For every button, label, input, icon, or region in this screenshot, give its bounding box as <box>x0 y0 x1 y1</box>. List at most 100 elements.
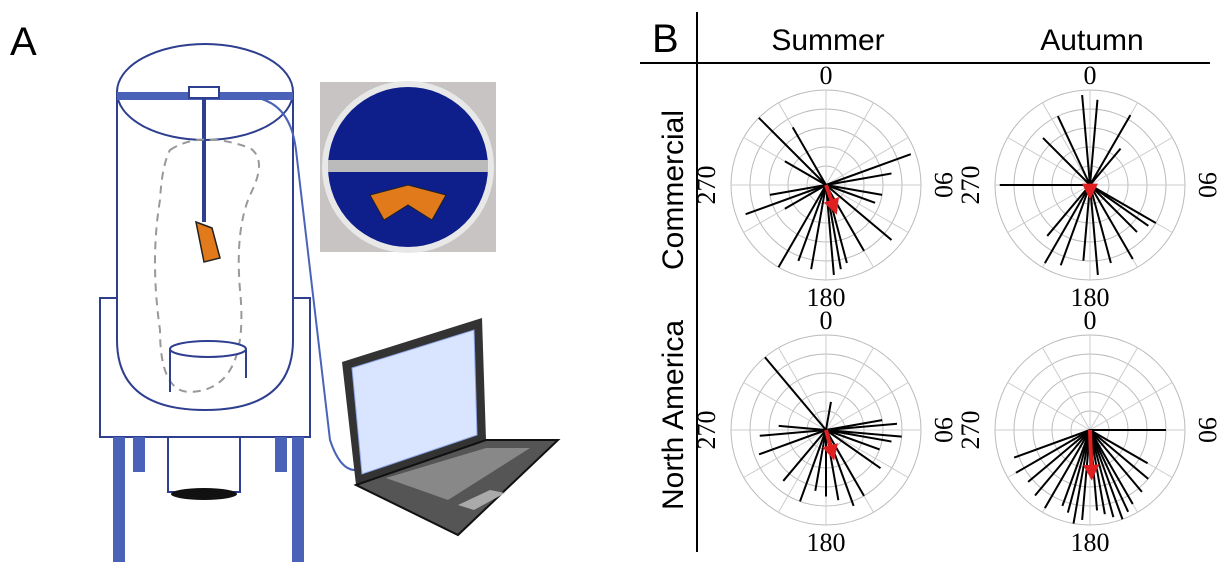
heading <box>1042 137 1091 186</box>
heading <box>1089 184 1099 275</box>
heading <box>1046 184 1091 237</box>
heading <box>825 429 865 497</box>
photo-bar <box>328 160 488 172</box>
heading <box>1089 429 1149 480</box>
heading <box>758 117 827 186</box>
polar-plot: 0 90 180 270 <box>692 306 958 557</box>
angle-label: 270 <box>692 411 721 450</box>
spoke <box>1042 347 1091 431</box>
butterfly <box>194 220 221 263</box>
sensor <box>188 86 220 99</box>
heading <box>825 184 865 252</box>
spoke <box>825 184 909 233</box>
spoke <box>1089 347 1138 431</box>
heading <box>799 429 827 502</box>
heading <box>825 429 882 469</box>
leg <box>133 437 145 472</box>
heading <box>1089 429 1124 520</box>
heading <box>764 356 827 431</box>
spoke <box>743 429 827 478</box>
heading <box>1056 115 1091 186</box>
heading <box>1015 429 1091 474</box>
spoke <box>743 382 827 431</box>
mean-vector <box>1083 429 1100 481</box>
polar-plot: 0 90 180 270 <box>956 306 1221 557</box>
heading <box>784 160 827 186</box>
heading <box>1044 429 1091 509</box>
column-label: Autumn <box>1040 24 1143 57</box>
cable <box>249 96 356 471</box>
spoke <box>825 137 909 186</box>
spoke <box>778 347 827 431</box>
heading <box>1089 429 1115 518</box>
heading <box>1089 184 1149 227</box>
angle-label: 90 <box>929 417 958 443</box>
spoke <box>825 429 909 478</box>
heading <box>1089 184 1157 224</box>
heading <box>825 184 893 241</box>
heading <box>825 429 902 438</box>
spoke <box>1007 137 1091 186</box>
heading <box>791 126 827 186</box>
heading <box>1061 429 1091 507</box>
heading <box>1013 429 1091 459</box>
angle-label: 270 <box>956 166 985 205</box>
heading <box>782 429 827 482</box>
heading <box>1089 429 1134 505</box>
fan <box>169 340 247 358</box>
flight-zone <box>154 138 260 394</box>
angle-label: 0 <box>820 61 833 90</box>
heading <box>825 422 898 431</box>
angle-label: 90 <box>929 172 958 198</box>
angle-label: 180 <box>1071 528 1110 557</box>
heading <box>825 184 876 204</box>
heading <box>1089 429 1143 493</box>
spoke <box>1089 382 1173 431</box>
heading <box>1027 429 1091 483</box>
angle-label: 0 <box>820 306 833 335</box>
spoke <box>778 429 827 513</box>
angle-label: 90 <box>1193 172 1221 198</box>
heading <box>1089 147 1122 186</box>
heading <box>777 184 827 268</box>
heading <box>1089 114 1132 186</box>
angle-label: 180 <box>807 528 846 557</box>
heading <box>1089 99 1099 186</box>
column-label: Summer <box>771 24 884 57</box>
touchpad <box>458 490 505 510</box>
angle-label: 0 <box>1084 61 1097 90</box>
laptop-display <box>351 329 478 475</box>
angle-label: 270 <box>692 166 721 205</box>
light-box <box>167 436 241 493</box>
spoke <box>1042 102 1091 186</box>
heading <box>758 429 827 456</box>
heading <box>745 184 827 216</box>
row-label: North America <box>657 320 690 510</box>
photo-butterfly <box>369 184 447 221</box>
spoke <box>825 347 874 431</box>
leg <box>275 437 287 472</box>
panel-label: A <box>10 20 37 64</box>
heading <box>769 184 827 196</box>
polar-plot: 0 90 180 270 <box>692 61 958 312</box>
spoke <box>1089 137 1173 186</box>
spoke <box>825 102 874 186</box>
heading <box>1072 429 1091 524</box>
heading <box>1066 429 1091 513</box>
heading <box>825 184 883 196</box>
angle-label: 0 <box>1084 306 1097 335</box>
heading <box>1034 429 1091 497</box>
angle-label: 270 <box>956 411 985 450</box>
mean-vector <box>823 184 839 215</box>
keyboard <box>386 448 530 500</box>
lamp <box>171 488 237 500</box>
heading <box>810 184 827 270</box>
spoke <box>825 382 909 431</box>
heading <box>778 424 827 431</box>
heading <box>797 184 827 262</box>
heading <box>825 153 912 186</box>
heading <box>1089 429 1149 465</box>
angle-label: 180 <box>807 283 846 312</box>
panel-label: B <box>652 17 679 61</box>
